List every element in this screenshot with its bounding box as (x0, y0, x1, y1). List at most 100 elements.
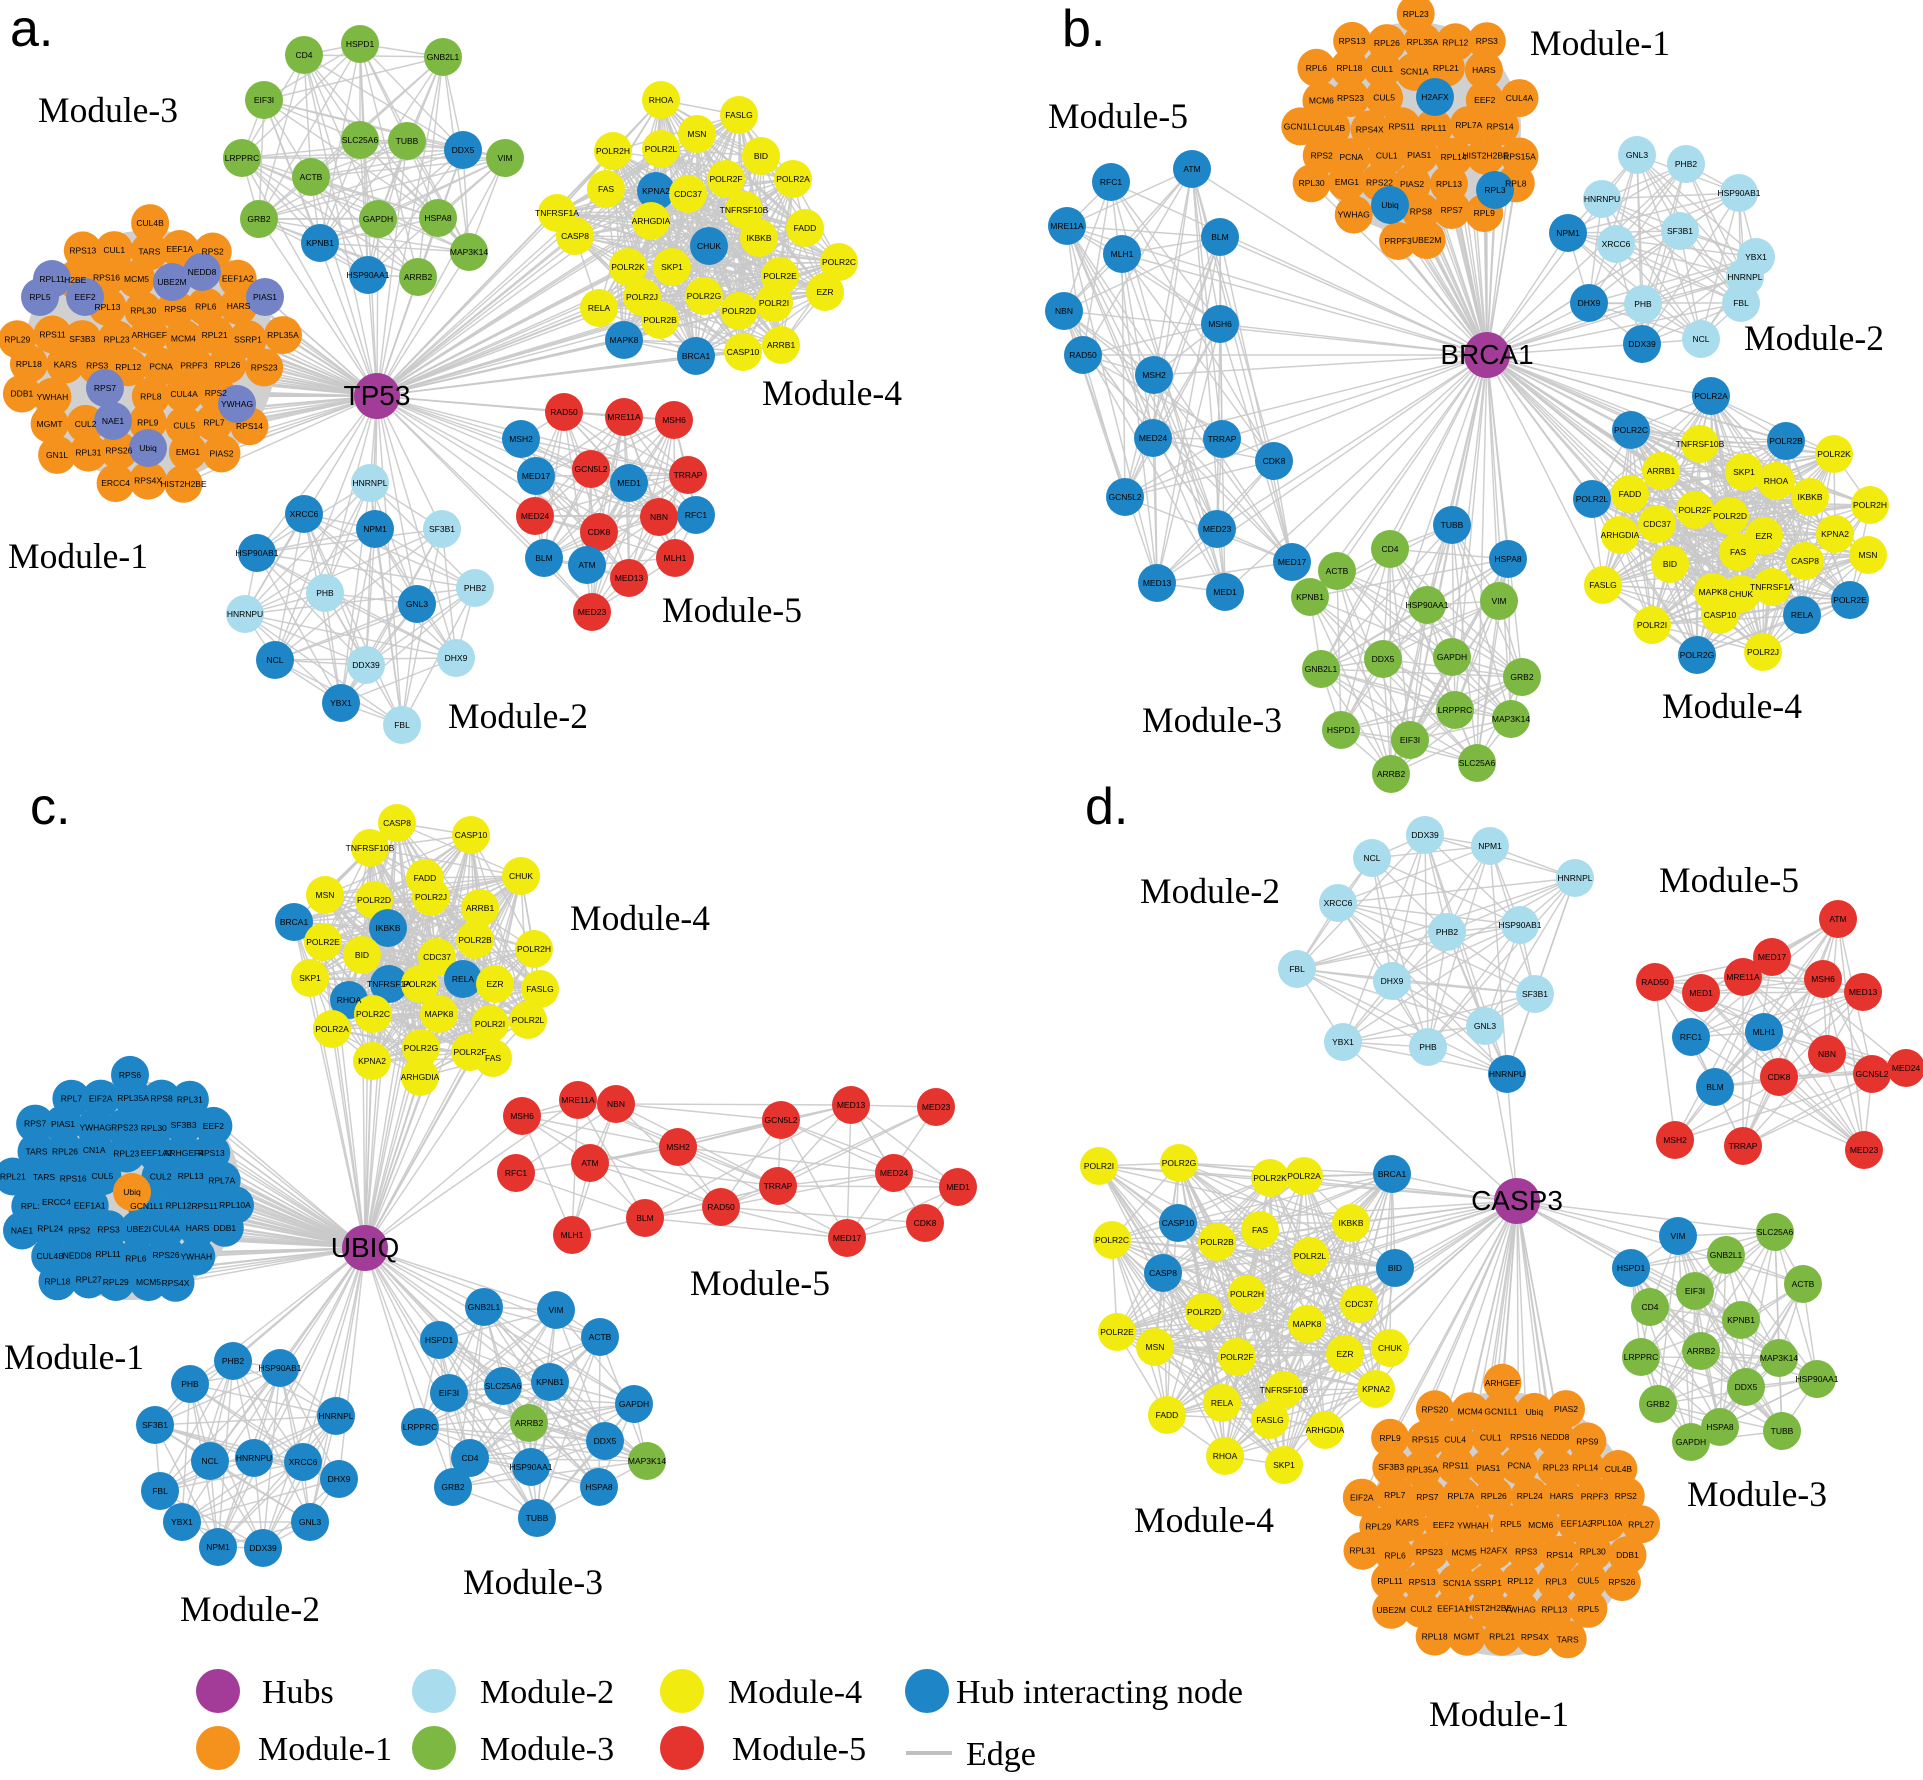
svg-text:ARRB2: ARRB2 (1377, 769, 1406, 779)
svg-text:GCN5L2: GCN5L2 (1855, 1069, 1888, 1079)
svg-text:RPS2: RPS2 (1311, 151, 1333, 161)
svg-text:RPL12: RPL12 (115, 362, 141, 372)
svg-text:EIF2A: EIF2A (1350, 1493, 1374, 1503)
svg-text:RPL3: RPL3 (1484, 185, 1506, 195)
svg-text:RPS11: RPS11 (1389, 121, 1416, 131)
svg-text:NBN: NBN (1055, 306, 1073, 316)
svg-text:NBN: NBN (1818, 1049, 1836, 1059)
svg-text:RPL21: RPL21 (0, 1172, 26, 1182)
svg-text:KPNA2: KPNA2 (1362, 1384, 1390, 1394)
svg-text:UBIQ: UBIQ (331, 1232, 399, 1263)
svg-text:YWHAG: YWHAG (1338, 210, 1370, 220)
svg-text:EIF2A: EIF2A (89, 1094, 113, 1104)
svg-text:RPS23: RPS23 (1337, 93, 1364, 103)
svg-text:GNL3: GNL3 (406, 599, 428, 609)
svg-text:FBL: FBL (152, 1486, 168, 1496)
svg-text:BLM: BLM (535, 553, 552, 563)
svg-text:RPS3: RPS3 (1515, 1547, 1537, 1557)
svg-text:TRRAP: TRRAP (674, 470, 703, 480)
svg-text:POLR2D: POLR2D (1187, 1307, 1221, 1317)
svg-text:GNB2L1: GNB2L1 (468, 1302, 501, 1312)
svg-text:TNFRSF10B: TNFRSF10B (1260, 1385, 1309, 1395)
svg-text:HSP90AB1: HSP90AB1 (1718, 188, 1761, 198)
svg-text:RELA: RELA (588, 303, 611, 313)
svg-text:NCL: NCL (266, 655, 283, 665)
svg-text:NCL: NCL (1692, 334, 1709, 344)
svg-text:XRCC6: XRCC6 (289, 1457, 318, 1467)
svg-text:BRCA1: BRCA1 (280, 917, 309, 927)
svg-text:Module-2: Module-2 (1140, 871, 1280, 911)
svg-text:YWHAG: YWHAG (79, 1123, 111, 1133)
svg-text:CD4: CD4 (295, 50, 312, 60)
svg-text:LRPPRC: LRPPRC (225, 153, 259, 163)
svg-text:RPL26: RPL26 (1374, 38, 1400, 48)
svg-text:MSH6: MSH6 (510, 1111, 534, 1121)
svg-text:CDC37: CDC37 (1643, 519, 1671, 529)
svg-text:GNL3: GNL3 (1626, 150, 1648, 160)
svg-text:MRE11A: MRE11A (1726, 972, 1760, 982)
svg-text:PIAS1: PIAS1 (1407, 150, 1431, 160)
svg-text:SF3B3: SF3B3 (1378, 1462, 1404, 1472)
svg-text:Module-3: Module-3 (1687, 1474, 1827, 1514)
svg-text:Module-4: Module-4 (1662, 686, 1802, 726)
svg-text:PHB2: PHB2 (222, 1356, 244, 1366)
svg-text:CASP3: CASP3 (1471, 1185, 1563, 1216)
svg-text:POLR2K: POLR2K (1253, 1173, 1287, 1183)
svg-text:FASLG: FASLG (1256, 1415, 1283, 1425)
svg-text:POLR2E: POLR2E (1100, 1327, 1134, 1337)
svg-text:CUL5: CUL5 (173, 421, 195, 431)
svg-text:RPL7A: RPL7A (1447, 1491, 1474, 1501)
svg-text:YWHAH: YWHAH (1457, 1521, 1489, 1531)
svg-text:MED13: MED13 (1143, 578, 1172, 588)
svg-text:POLR2C: POLR2C (1095, 1235, 1129, 1245)
svg-text:BID: BID (355, 950, 369, 960)
svg-text:NEDD8: NEDD8 (63, 1251, 92, 1261)
svg-text:PHB: PHB (316, 588, 334, 598)
svg-text:DDX5: DDX5 (452, 145, 475, 155)
svg-text:ARRB2: ARRB2 (404, 272, 433, 282)
svg-text:MED17: MED17 (1758, 952, 1787, 962)
svg-text:RPS3: RPS3 (97, 1224, 119, 1234)
svg-text:MED13: MED13 (837, 1100, 866, 1110)
svg-text:ACTB: ACTB (1792, 1279, 1815, 1289)
svg-text:Module-5: Module-5 (690, 1263, 830, 1303)
svg-text:HSPD1: HSPD1 (425, 1335, 454, 1345)
svg-text:HARS: HARS (1472, 65, 1496, 75)
svg-text:KPNA2: KPNA2 (642, 186, 670, 196)
svg-text:RHOA: RHOA (1764, 476, 1789, 486)
svg-text:SF3B3: SF3B3 (171, 1120, 197, 1130)
svg-text:ATM: ATM (581, 1158, 598, 1168)
svg-text:POLR2F: POLR2F (1220, 1352, 1253, 1362)
svg-text:MSH2: MSH2 (1142, 370, 1166, 380)
svg-text:POLR2B: POLR2B (643, 315, 677, 325)
svg-text:Hubs: Hubs (262, 1674, 334, 1711)
svg-text:HSP90AB1: HSP90AB1 (236, 548, 279, 558)
svg-text:RPS7: RPS7 (94, 383, 116, 393)
svg-text:PIAS1: PIAS1 (1476, 1463, 1500, 1473)
svg-text:PHB: PHB (1634, 299, 1652, 309)
svg-text:RPL26: RPL26 (214, 360, 240, 370)
svg-text:HARS: HARS (227, 301, 251, 311)
svg-text:Module-5: Module-5 (1048, 96, 1188, 136)
svg-text:EEF2: EEF2 (1474, 95, 1496, 105)
svg-text:RPS7: RPS7 (24, 1119, 46, 1129)
svg-text:TARS: TARS (138, 247, 160, 257)
svg-text:KPNB1: KPNB1 (536, 1377, 564, 1387)
svg-text:UBE2I: UBE2I (127, 1224, 152, 1234)
svg-text:MED17: MED17 (833, 1233, 862, 1243)
svg-text:RAD50: RAD50 (1069, 350, 1097, 360)
svg-text:RPS13: RPS13 (1339, 36, 1366, 46)
svg-text:RPS15: RPS15 (1412, 1435, 1439, 1445)
svg-text:TNFRSF10B: TNFRSF10B (346, 843, 395, 853)
svg-text:POLR2J: POLR2J (1747, 647, 1779, 657)
svg-text:RPL10A: RPL10A (219, 1200, 251, 1210)
svg-text:RPL13: RPL13 (1541, 1604, 1567, 1614)
svg-text:c.: c. (30, 778, 70, 836)
svg-text:MED23: MED23 (578, 607, 607, 617)
svg-text:CUL5: CUL5 (1373, 93, 1395, 103)
svg-text:HNRNPU: HNRNPU (1584, 194, 1620, 204)
svg-text:MRE11A: MRE11A (1050, 221, 1084, 231)
svg-text:PHB2: PHB2 (1436, 927, 1458, 937)
svg-text:RPS26: RPS26 (105, 446, 132, 456)
svg-text:YBX1: YBX1 (330, 698, 352, 708)
